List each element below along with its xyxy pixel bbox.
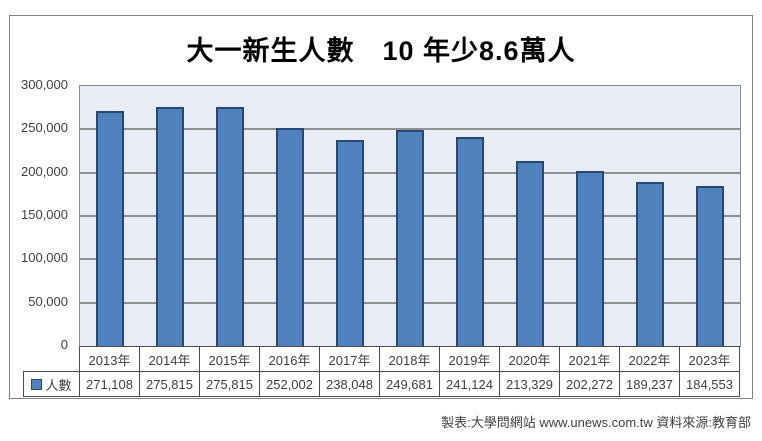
y-tick-label: 200,000 [21, 163, 68, 179]
table-year-cell: 2022年 [619, 346, 680, 372]
legend-cell: 人數 [23, 371, 80, 397]
table-value-cell: 238,048 [319, 371, 380, 397]
table-year-cell: 2017年 [319, 346, 380, 372]
y-tick-label: 250,000 [21, 120, 68, 136]
legend-label: 人數 [45, 377, 72, 393]
table-year-cell: 2023年 [679, 346, 740, 372]
bar-2022年 [636, 182, 664, 346]
plot-area [79, 85, 741, 347]
table-value-cell: 213,329 [499, 371, 560, 397]
y-tick-label: 150,000 [21, 207, 68, 222]
table-year-cell: 2020年 [499, 346, 560, 372]
table-year-cell: 2021年 [559, 346, 620, 372]
bar-2016年 [276, 128, 304, 346]
bar-2018年 [396, 130, 424, 346]
legend-key-icon [31, 378, 43, 390]
y-axis: 0 50,000 100,000 150,000 200,000 250,000 300,0… [10, 16, 68, 400]
table-year-cell: 2015年 [199, 346, 260, 372]
table-value-cell: 275,815 [139, 371, 200, 397]
table-year-cell: 2019年 [439, 346, 500, 372]
y-tick-label: 100,000 [21, 250, 68, 266]
table-value-cell: 189,237 [619, 371, 680, 397]
y-tick-label: 300,000 [21, 77, 68, 92]
table-value-cell: 184,553 [679, 371, 740, 397]
bar-2015年 [216, 107, 244, 346]
table-value-cell: 252,002 [259, 371, 320, 397]
chart-title: 大一新生人數 10 年少8.6萬人 [186, 36, 576, 66]
table-year-cell: 2018年 [379, 346, 440, 372]
table-year-cell: 2014年 [139, 346, 200, 372]
bar-2017年 [336, 140, 364, 346]
table-value-cell: 271,108 [79, 371, 140, 397]
bar-2014年 [156, 107, 184, 346]
chart-container: 大一新生人數 10 年少8.6萬人 0 50,000 100,000 150,000 2… [9, 15, 753, 399]
table-year-cell: 2016年 [259, 346, 320, 372]
credit-line: 製表:大學問網站 www.unews.com.tw 資料來源:教育部 [441, 415, 751, 430]
bar-2020年 [516, 161, 544, 346]
table-year-cell: 2013年 [79, 346, 140, 372]
bar-2013年 [96, 111, 124, 346]
y-tick-label: 0 [60, 337, 68, 352]
bar-2023年 [696, 186, 724, 346]
y-tick-label: 50,000 [28, 293, 68, 309]
table-value-cell: 241,124 [439, 371, 500, 397]
bar-2019年 [456, 137, 484, 346]
gridline [80, 128, 740, 131]
bar-2021年 [576, 171, 604, 346]
table-value-cell: 249,681 [379, 371, 440, 397]
table-value-cell: 202,272 [559, 371, 620, 397]
table-value-cell: 275,815 [199, 371, 260, 397]
